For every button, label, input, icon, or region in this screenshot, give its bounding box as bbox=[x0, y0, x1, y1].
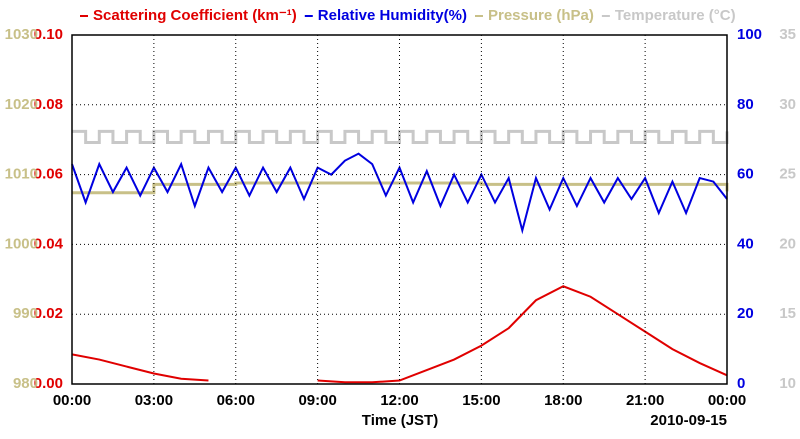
x-tick-label: 09:00 bbox=[298, 392, 336, 409]
y2ticks-label: 60 bbox=[737, 166, 754, 183]
legend-label: Pressure (hPa) bbox=[488, 7, 594, 24]
legend-label: Scattering Coefficient (km⁻¹) bbox=[93, 7, 297, 24]
y4ticks-label: 20 bbox=[779, 235, 796, 252]
y3ticks-label: 1000 bbox=[5, 235, 38, 252]
y2ticks-label: 20 bbox=[737, 305, 754, 322]
yticks-label: 0.06 bbox=[34, 166, 63, 183]
x-axis-label: Time (JST) bbox=[362, 412, 438, 429]
y3ticks-label: 1020 bbox=[5, 96, 38, 113]
y2ticks-label: 40 bbox=[737, 235, 754, 252]
y2ticks-label: 100 bbox=[737, 26, 762, 43]
y4ticks-label: 15 bbox=[779, 305, 796, 322]
yticks-label: 0.10 bbox=[34, 26, 63, 43]
x-tick-label: 12:00 bbox=[380, 392, 418, 409]
yticks-label: 0.08 bbox=[34, 96, 63, 113]
plot-area bbox=[71, 129, 729, 384]
legend-label: Temperature (°C) bbox=[615, 7, 736, 24]
y4ticks-label: 10 bbox=[779, 375, 796, 392]
y3ticks-label: 1010 bbox=[5, 166, 38, 183]
y3ticks-label: 990 bbox=[13, 305, 38, 322]
y4ticks-label: 35 bbox=[779, 26, 796, 43]
x-tick-label: 06:00 bbox=[217, 392, 255, 409]
y2ticks-label: 80 bbox=[737, 96, 754, 113]
plot-frame bbox=[71, 34, 728, 385]
yticks-label: 0.00 bbox=[34, 375, 63, 392]
x-tick-label: 03:00 bbox=[135, 392, 173, 409]
y2ticks-label: 0 bbox=[737, 375, 745, 392]
y4ticks-label: 30 bbox=[779, 96, 796, 113]
series-line bbox=[71, 285, 728, 384]
x-tick-label: 00:00 bbox=[53, 392, 91, 409]
yticks-label: 0.02 bbox=[34, 305, 63, 322]
y4ticks-label: 25 bbox=[779, 166, 796, 183]
y3ticks-label: 1030 bbox=[5, 26, 38, 43]
series-line bbox=[72, 129, 729, 144]
legend: Scattering Coefficient (km⁻¹) Relative Hu… bbox=[80, 7, 736, 24]
x-tick-label: 21:00 bbox=[626, 392, 664, 409]
x-tick-label: 15:00 bbox=[462, 392, 500, 409]
series-line bbox=[72, 181, 729, 195]
date-label: 2010-09-15 bbox=[650, 412, 727, 429]
x-tick-label: 00:00 bbox=[708, 392, 746, 409]
x-tick-label: 18:00 bbox=[544, 392, 582, 409]
series-line bbox=[71, 152, 728, 235]
legend-label: Relative Humidity(%) bbox=[318, 7, 467, 24]
yticks-label: 0.04 bbox=[34, 235, 64, 252]
y3ticks-label: 980 bbox=[13, 375, 38, 392]
